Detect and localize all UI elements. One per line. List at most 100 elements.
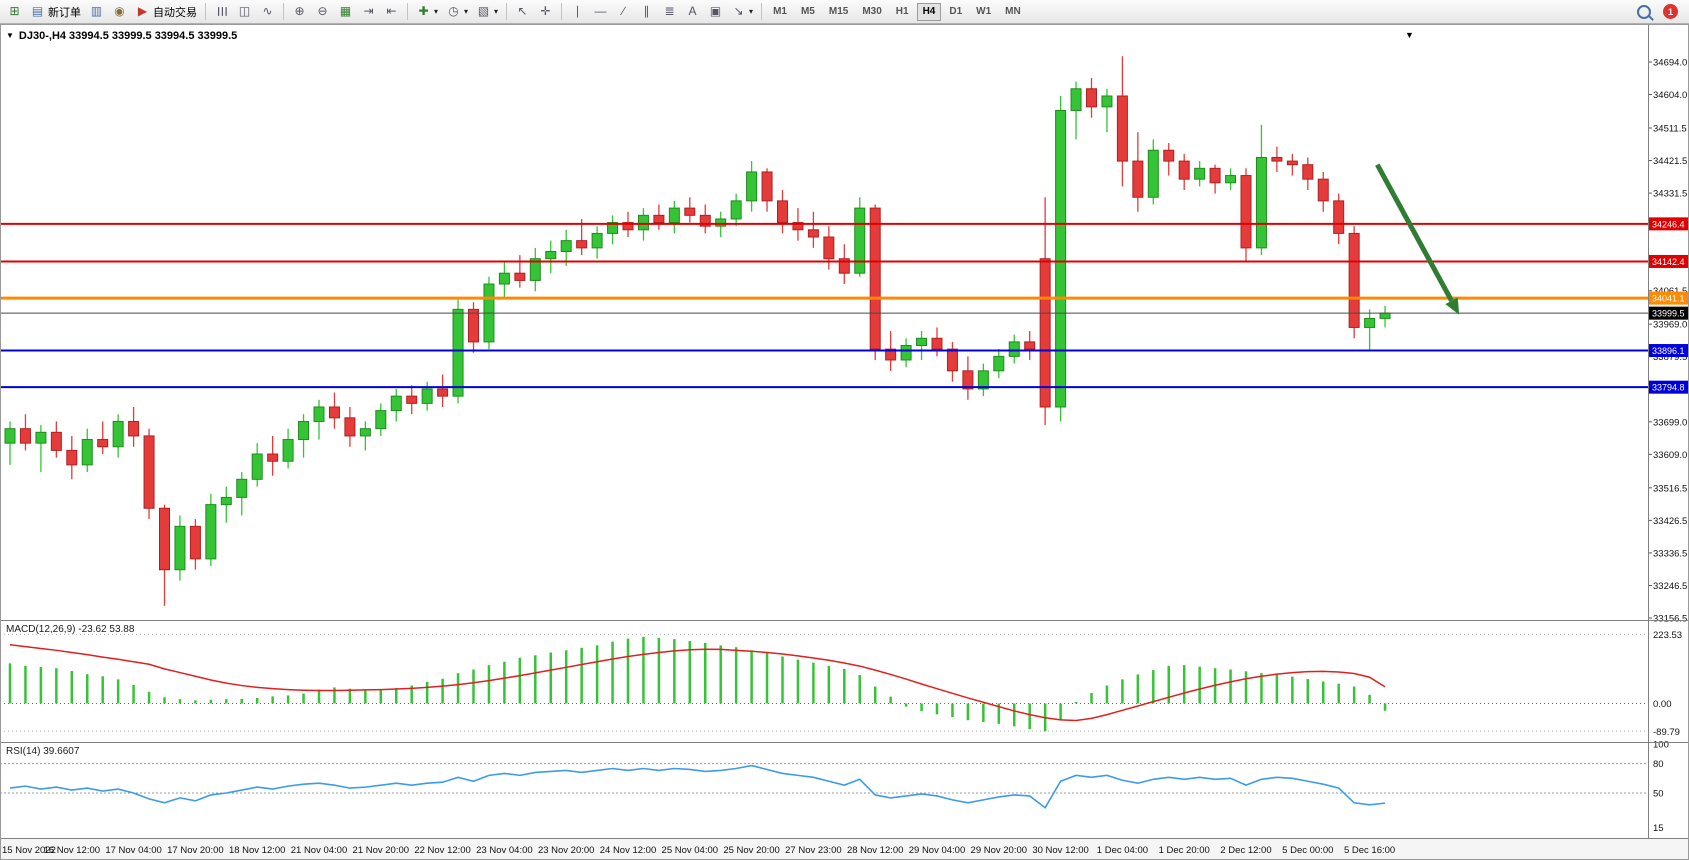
- candle: [746, 171, 758, 202]
- candles: [4, 56, 1391, 606]
- candle: [1333, 200, 1345, 234]
- crosshair-button[interactable]: ✛: [534, 2, 557, 22]
- arrow-annotation[interactable]: [1375, 163, 1460, 315]
- arrows-button[interactable]: ↘ ▾: [727, 2, 757, 22]
- price-badge-label: 33794.8: [1652, 383, 1685, 393]
- horizontal-line-button[interactable]: ―: [589, 2, 612, 22]
- new-chart-button[interactable]: ⊞: [3, 2, 26, 22]
- time-axis-strip[interactable]: [0, 838, 1689, 860]
- autotrading-button[interactable]: ▶ 自动交易: [131, 2, 201, 22]
- bar-chart-icon: ☰: [215, 6, 229, 17]
- auto-scroll-button[interactable]: ⇥: [357, 2, 380, 22]
- cursor-button[interactable]: ↖: [511, 2, 534, 22]
- chart-window[interactable]: ▼ 34694.0 34604.0 34511.5 34421.5 34331.5 3424…: [0, 24, 1689, 860]
- candle: [684, 207, 696, 216]
- candle: [174, 525, 186, 571]
- time-tick-label: 5 Dec 00:00: [1282, 845, 1333, 856]
- timeframe-mn-button[interactable]: MN: [999, 3, 1027, 21]
- candle: [452, 308, 464, 397]
- timeframe-d1-button[interactable]: D1: [943, 3, 968, 21]
- indicators-icon: ✚: [418, 4, 429, 18]
- price-badge-label: 34041.1: [1652, 294, 1685, 304]
- candle: [931, 337, 943, 350]
- candle: [838, 258, 850, 274]
- candle: [869, 207, 881, 350]
- price-tick-label: 33426.5: [1653, 516, 1687, 527]
- timeframe-h1-button[interactable]: H1: [890, 3, 915, 21]
- zoom-in-button[interactable]: ⊕: [288, 2, 311, 22]
- candle: [946, 348, 958, 372]
- new-chart-icon: ⊞: [9, 4, 20, 18]
- trendline-icon: ∕: [622, 4, 625, 18]
- refresh-button[interactable]: ◉: [108, 2, 131, 22]
- time-tick-label: 29 Nov 04:00: [909, 845, 966, 856]
- timeframe-w1-button[interactable]: W1: [970, 3, 997, 21]
- timeframe-m1-button[interactable]: M1: [767, 3, 793, 21]
- price-badge-label: 33896.1: [1652, 346, 1685, 356]
- channel-button[interactable]: ∥: [635, 2, 658, 22]
- timeframe-m15-button[interactable]: M15: [823, 3, 854, 21]
- macd-tick-label: 223.53: [1653, 630, 1682, 641]
- zoom-out-icon: ⊖: [317, 4, 328, 18]
- horizontal-line-icon: ―: [594, 4, 607, 18]
- macd-tick-label: 0.00: [1653, 699, 1672, 710]
- rsi-tick-label: 100: [1653, 740, 1669, 751]
- candle: [328, 406, 340, 419]
- toolbar-separator: [761, 3, 763, 20]
- toolbar-separator: [561, 3, 563, 20]
- price-tick-label: 33336.5: [1653, 548, 1687, 559]
- notification-badge[interactable]: 1: [1663, 4, 1678, 19]
- arrows-icon: ↘: [733, 4, 744, 18]
- candle: [545, 250, 557, 260]
- periods-button[interactable]: ◷ ▾: [442, 2, 472, 22]
- fibonacci-button[interactable]: ≣: [658, 2, 681, 22]
- zoom-in-icon: ⊕: [294, 4, 305, 18]
- price-tick-label: 33609.0: [1653, 450, 1687, 461]
- zoom-out-button[interactable]: ⊖: [311, 2, 334, 22]
- candle: [205, 504, 217, 560]
- candle: [220, 496, 232, 506]
- toolbar-separator: [407, 3, 408, 20]
- candle: [236, 478, 248, 498]
- text-label-button[interactable]: ▣: [704, 2, 727, 22]
- trendline-button[interactable]: ∕: [612, 2, 635, 22]
- candle: [761, 171, 773, 202]
- templates-button[interactable]: ▧ ▾: [472, 2, 502, 22]
- timeframe-m30-button[interactable]: M30: [856, 3, 887, 21]
- price-level-badge: 34142.4: [1649, 254, 1688, 268]
- price-chart[interactable]: ▼ 34694.0 34604.0 34511.5 34421.5 34331.5 3424…: [0, 24, 1689, 860]
- price-level-badge: 33896.1: [1649, 344, 1688, 358]
- charts-layout-button[interactable]: ▥: [85, 2, 108, 22]
- tile-windows-button[interactable]: ▦: [334, 2, 357, 22]
- candle: [514, 272, 526, 281]
- time-tick-label: 16 Nov 12:00: [44, 845, 101, 856]
- tile-windows-icon: ▦: [339, 4, 352, 18]
- candle: [128, 420, 140, 437]
- timeframe-m5-button[interactable]: M5: [795, 3, 821, 21]
- price-tick-label: 33969.0: [1653, 320, 1687, 331]
- timeframe-h4-button[interactable]: H4: [916, 2, 942, 21]
- new-order-button[interactable]: ▤ 新订单: [26, 2, 85, 22]
- text-button[interactable]: A: [681, 2, 704, 22]
- toolbar-separator: [205, 3, 206, 20]
- line-chart-button[interactable]: ∿: [256, 2, 279, 22]
- vertical-line-button[interactable]: ∣: [566, 2, 589, 22]
- candle: [282, 439, 294, 462]
- autotrading-button-label: 自动交易: [153, 6, 197, 19]
- window-menu-icon[interactable]: ▼: [6, 31, 14, 40]
- bar-chart-button[interactable]: ☰: [210, 2, 233, 22]
- scroll-to-end-icon[interactable]: ▼: [1405, 30, 1414, 40]
- chart-shift-button[interactable]: ⇤: [380, 2, 403, 22]
- candle: [792, 222, 804, 231]
- text-icon: A: [688, 4, 697, 18]
- candle: [359, 428, 371, 437]
- candle: [1178, 160, 1190, 180]
- price-axis[interactable]: 34694.034604.034511.534421.534331.534241…: [1648, 58, 1687, 625]
- time-tick-label: 23 Nov 20:00: [538, 845, 595, 856]
- indicators-button[interactable]: ✚ ▾: [412, 2, 442, 22]
- search-icon[interactable]: [1637, 4, 1651, 19]
- candle: [97, 439, 109, 448]
- candlestick-chart-button[interactable]: ◫: [233, 2, 256, 22]
- candle: [35, 431, 47, 444]
